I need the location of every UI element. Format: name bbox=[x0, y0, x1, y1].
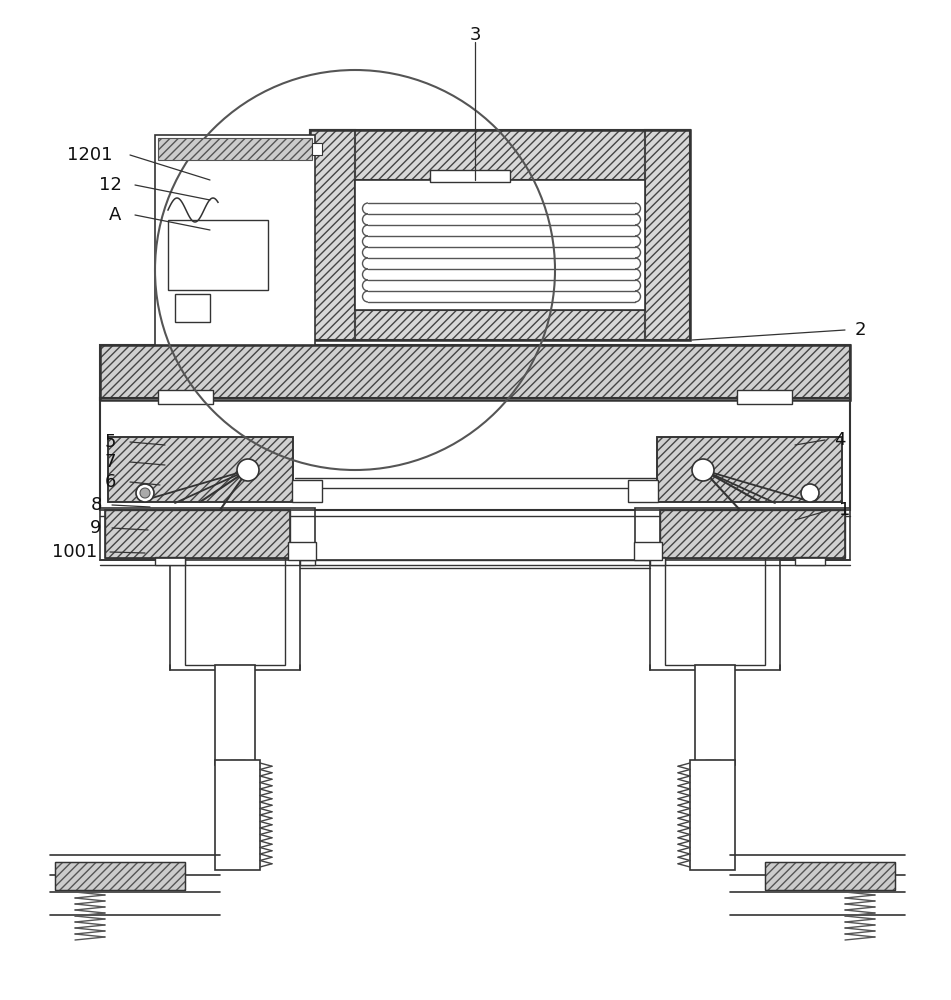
Bar bbox=[310, 310, 690, 340]
Bar bbox=[765, 862, 895, 890]
Bar bbox=[158, 390, 213, 404]
Bar bbox=[100, 345, 850, 400]
Bar bbox=[310, 130, 355, 340]
Bar bbox=[695, 665, 735, 765]
Bar bbox=[155, 557, 185, 565]
Bar bbox=[215, 760, 260, 870]
Bar bbox=[215, 665, 255, 765]
Bar bbox=[650, 557, 665, 565]
Bar bbox=[185, 557, 285, 665]
Text: 1: 1 bbox=[840, 501, 851, 519]
Text: 12: 12 bbox=[99, 176, 122, 194]
Bar bbox=[430, 170, 510, 182]
Text: 1201: 1201 bbox=[68, 146, 113, 164]
Bar bbox=[665, 557, 765, 665]
Bar bbox=[230, 760, 245, 785]
Bar bbox=[288, 542, 316, 560]
Bar bbox=[108, 437, 293, 502]
Bar bbox=[312, 143, 322, 155]
Bar bbox=[100, 398, 850, 510]
Text: 8: 8 bbox=[90, 496, 102, 514]
Bar bbox=[737, 390, 792, 404]
Bar bbox=[628, 480, 658, 502]
Bar bbox=[657, 437, 842, 502]
Bar bbox=[100, 345, 850, 400]
Bar bbox=[660, 510, 845, 558]
Bar bbox=[310, 130, 690, 180]
Bar bbox=[292, 480, 322, 502]
Bar bbox=[105, 510, 290, 558]
Text: 4: 4 bbox=[834, 431, 845, 449]
Bar bbox=[635, 508, 850, 560]
Circle shape bbox=[237, 459, 259, 481]
Text: 1001: 1001 bbox=[52, 543, 98, 561]
Bar bbox=[108, 437, 293, 502]
Bar bbox=[660, 510, 845, 558]
Bar bbox=[795, 557, 825, 565]
Bar bbox=[155, 135, 315, 345]
Circle shape bbox=[692, 459, 714, 481]
Bar bbox=[310, 130, 690, 340]
Bar bbox=[170, 555, 300, 670]
Bar bbox=[100, 508, 315, 560]
Text: 3: 3 bbox=[469, 26, 481, 44]
Bar bbox=[690, 760, 735, 870]
Text: A: A bbox=[108, 206, 121, 224]
Bar bbox=[175, 294, 210, 322]
Text: 6: 6 bbox=[105, 473, 116, 491]
Text: 9: 9 bbox=[90, 519, 102, 537]
Bar bbox=[105, 510, 290, 558]
Bar bbox=[645, 130, 690, 340]
Bar bbox=[657, 437, 842, 502]
Text: 7: 7 bbox=[105, 453, 116, 471]
Bar bbox=[168, 220, 268, 290]
Bar bbox=[705, 760, 720, 785]
Bar bbox=[55, 862, 185, 890]
Circle shape bbox=[801, 484, 819, 502]
Text: 5: 5 bbox=[105, 433, 116, 451]
Bar bbox=[55, 862, 185, 890]
Text: 2: 2 bbox=[854, 321, 865, 339]
Bar bbox=[355, 180, 645, 310]
Bar bbox=[765, 862, 895, 890]
Bar bbox=[300, 557, 315, 565]
Bar bbox=[634, 542, 662, 560]
Circle shape bbox=[136, 484, 154, 502]
Bar bbox=[650, 555, 780, 670]
Circle shape bbox=[140, 488, 150, 498]
Bar bbox=[158, 138, 312, 160]
